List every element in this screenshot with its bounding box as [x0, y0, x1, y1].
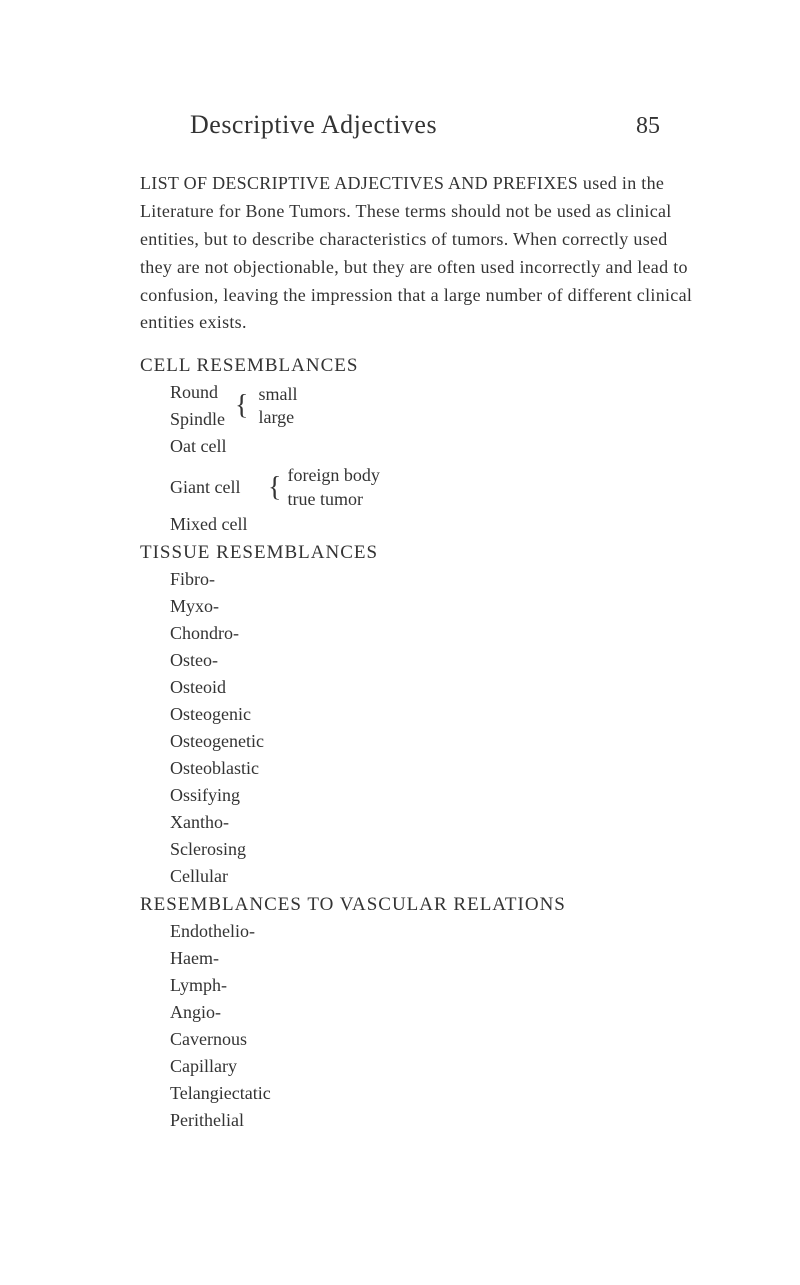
brace-icon: { [268, 477, 281, 499]
round-spindle-right: small large [258, 383, 297, 430]
brace-icon: { [235, 395, 248, 417]
list-item: Osteoblastic [170, 755, 700, 782]
list-item: Osteogenetic [170, 728, 700, 755]
list-item: Ossifying [170, 782, 700, 809]
list-item: Telangiectatic [170, 1080, 700, 1107]
spindle-label: Spindle [170, 406, 225, 433]
round-spindle-group: Round Spindle { small large [170, 379, 700, 433]
list-item: Cavernous [170, 1026, 700, 1053]
giant-right: foreign body true tumor [287, 464, 379, 511]
round-spindle-left: Round Spindle [170, 379, 225, 433]
list-item: Xantho- [170, 809, 700, 836]
cell-list: Round Spindle { small large Oat cell Gia… [140, 379, 700, 538]
list-item: Osteoid [170, 674, 700, 701]
foreign-body: foreign body [287, 464, 379, 487]
list-item: Endothelio- [170, 918, 700, 945]
list-item: Capillary [170, 1053, 700, 1080]
list-item: Osteogenic [170, 701, 700, 728]
list-item: Osteo- [170, 647, 700, 674]
vascular-list: Endothelio- Haem- Lymph- Angio- Cavernou… [140, 918, 700, 1134]
giant-label: Giant cell [170, 474, 262, 501]
list-item: Angio- [170, 999, 700, 1026]
page-title: Descriptive Adjectives [190, 110, 437, 140]
list-item: Perithelial [170, 1107, 700, 1134]
mixed-cell: Mixed cell [170, 511, 700, 538]
cell-heading: CELL RESEMBLANCES [140, 355, 700, 377]
page-header: Descriptive Adjectives 85 [140, 110, 700, 140]
tissue-heading: TISSUE RESEMBLANCES [140, 542, 700, 564]
list-item: Chondro- [170, 620, 700, 647]
true-tumor: true tumor [287, 488, 379, 511]
round-label: Round [170, 379, 225, 406]
list-item: Sclerosing [170, 836, 700, 863]
large-label: large [258, 406, 297, 429]
small-label: small [258, 383, 297, 406]
list-item: Lymph- [170, 972, 700, 999]
intro-paragraph: LIST OF DESCRIPTIVE ADJECTIVES AND PREFI… [140, 170, 700, 337]
tissue-list: Fibro- Myxo- Chondro- Osteo- Osteoid Ost… [140, 566, 700, 890]
page-number: 85 [636, 113, 660, 140]
list-item: Cellular [170, 863, 700, 890]
oat-cell: Oat cell [170, 433, 700, 460]
list-item: Haem- [170, 945, 700, 972]
list-item: Myxo- [170, 593, 700, 620]
giant-cell-group: Giant cell { foreign body true tumor [170, 464, 700, 511]
list-item: Fibro- [170, 566, 700, 593]
vascular-heading: RESEMBLANCES TO VASCULAR RELATIONS [140, 894, 700, 916]
